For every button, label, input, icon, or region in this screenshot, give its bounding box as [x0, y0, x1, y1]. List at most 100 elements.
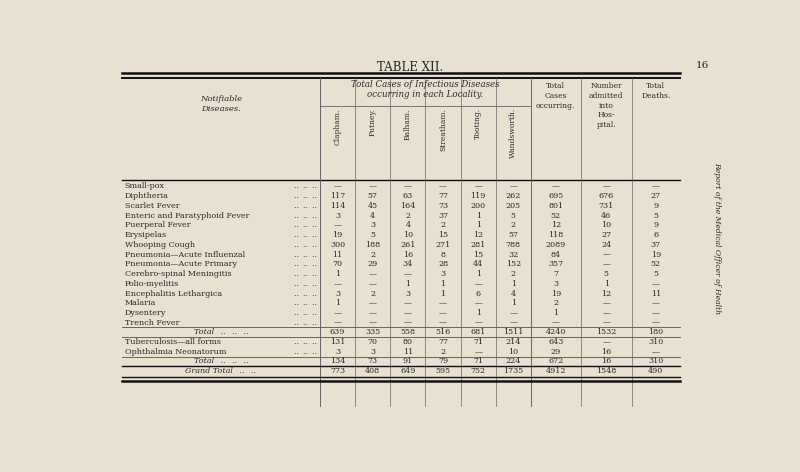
Text: 801: 801 [548, 202, 563, 210]
Text: —: — [652, 280, 660, 288]
Text: Total  ..  ..  ..: Total .. .. .. [194, 328, 248, 336]
Text: 37: 37 [438, 211, 448, 219]
Text: Polio-myelitis: Polio-myelitis [125, 280, 179, 288]
Text: —: — [369, 319, 377, 327]
Text: 37: 37 [650, 241, 661, 249]
Text: 639: 639 [330, 328, 346, 336]
Text: —: — [404, 182, 412, 190]
Text: 490: 490 [648, 367, 663, 375]
Text: Enteric and Paratyphoid Fever: Enteric and Paratyphoid Fever [125, 211, 250, 219]
Text: .. .. ..: .. .. .. [294, 202, 317, 210]
Text: 558: 558 [401, 328, 415, 336]
Text: 3: 3 [335, 211, 340, 219]
Text: 200: 200 [470, 202, 486, 210]
Text: 188: 188 [366, 241, 380, 249]
Text: —: — [652, 309, 660, 317]
Text: Whooping Cough: Whooping Cough [125, 241, 195, 249]
Text: —: — [404, 319, 412, 327]
Text: 205: 205 [506, 202, 521, 210]
Text: 77: 77 [438, 192, 448, 200]
Text: Tuberculosis—all forms: Tuberculosis—all forms [125, 338, 221, 346]
Text: Puerperal Fever: Puerperal Fever [125, 221, 190, 229]
Text: 57: 57 [508, 231, 518, 239]
Text: Dysentery: Dysentery [125, 309, 166, 317]
Text: —: — [404, 299, 412, 307]
Text: 695: 695 [548, 192, 563, 200]
Text: Erysipelas: Erysipelas [125, 231, 167, 239]
Text: Grand Total  ..  ..: Grand Total .. .. [186, 367, 256, 375]
Text: Malaria: Malaria [125, 299, 156, 307]
Text: Pneumonia—Acute Influenzal: Pneumonia—Acute Influenzal [125, 251, 245, 259]
Text: 71: 71 [473, 357, 483, 365]
Text: 118: 118 [548, 231, 563, 239]
Text: Pneumonia—Acute Primary: Pneumonia—Acute Primary [125, 261, 237, 268]
Text: 1: 1 [510, 280, 516, 288]
Text: .. .. ..: .. .. .. [294, 221, 317, 229]
Text: 11: 11 [650, 289, 661, 297]
Text: Tooting.: Tooting. [474, 108, 482, 139]
Text: 1735: 1735 [503, 367, 523, 375]
Text: —: — [369, 182, 377, 190]
Text: .. .. ..: .. .. .. [294, 241, 317, 249]
Text: 29: 29 [368, 261, 378, 268]
Text: 262: 262 [506, 192, 521, 200]
Text: —: — [369, 270, 377, 278]
Text: 44: 44 [473, 261, 483, 268]
Text: —: — [369, 309, 377, 317]
Text: 4: 4 [510, 289, 516, 297]
Text: 152: 152 [506, 261, 521, 268]
Text: 15: 15 [473, 251, 483, 259]
Text: 1: 1 [335, 270, 340, 278]
Text: 2: 2 [553, 299, 558, 307]
Text: 6: 6 [476, 289, 481, 297]
Text: 2089: 2089 [546, 241, 566, 249]
Text: 1: 1 [553, 309, 558, 317]
Text: 80: 80 [403, 338, 413, 346]
Text: 261: 261 [400, 241, 416, 249]
Text: occurring in each Locality.: occurring in each Locality. [367, 91, 483, 100]
Text: 131: 131 [330, 338, 346, 346]
Text: 12: 12 [550, 221, 561, 229]
Text: 3: 3 [370, 221, 375, 229]
Text: —: — [334, 182, 342, 190]
Text: 2: 2 [441, 348, 446, 356]
Text: 7: 7 [554, 270, 558, 278]
Text: 2: 2 [406, 211, 410, 219]
Text: 310: 310 [648, 357, 663, 365]
Text: 310: 310 [648, 338, 663, 346]
Text: —: — [334, 319, 342, 327]
Text: 19: 19 [333, 231, 342, 239]
Text: 1: 1 [476, 211, 481, 219]
Text: 595: 595 [435, 367, 450, 375]
Text: 1532: 1532 [596, 328, 617, 336]
Text: .. .. ..: .. .. .. [294, 309, 317, 317]
Text: Number
admitted
into
Hos-
pital.: Number admitted into Hos- pital. [589, 82, 623, 129]
Text: 676: 676 [598, 192, 614, 200]
Text: Total  ..  ..  ..: Total .. .. .. [194, 357, 248, 365]
Text: 681: 681 [470, 328, 486, 336]
Text: 2: 2 [510, 270, 516, 278]
Text: —: — [334, 221, 342, 229]
Text: —: — [369, 280, 377, 288]
Text: .. .. ..: .. .. .. [294, 289, 317, 297]
Text: 164: 164 [400, 202, 416, 210]
Text: 84: 84 [550, 251, 561, 259]
Text: 27: 27 [601, 231, 611, 239]
Text: 10: 10 [403, 231, 413, 239]
Text: —: — [474, 299, 482, 307]
Text: 214: 214 [506, 338, 521, 346]
Text: 16: 16 [601, 357, 611, 365]
Text: Ophthalmia Neonatorum: Ophthalmia Neonatorum [125, 348, 226, 356]
Text: 57: 57 [368, 192, 378, 200]
Text: 643: 643 [548, 338, 563, 346]
Text: —: — [552, 182, 560, 190]
Text: 649: 649 [400, 367, 416, 375]
Text: 9: 9 [654, 202, 658, 210]
Text: —: — [369, 299, 377, 307]
Text: .. .. ..: .. .. .. [294, 270, 317, 278]
Text: 27: 27 [650, 192, 661, 200]
Text: —: — [439, 319, 447, 327]
Text: 1: 1 [476, 270, 481, 278]
Text: 3: 3 [370, 348, 375, 356]
Text: —: — [652, 319, 660, 327]
